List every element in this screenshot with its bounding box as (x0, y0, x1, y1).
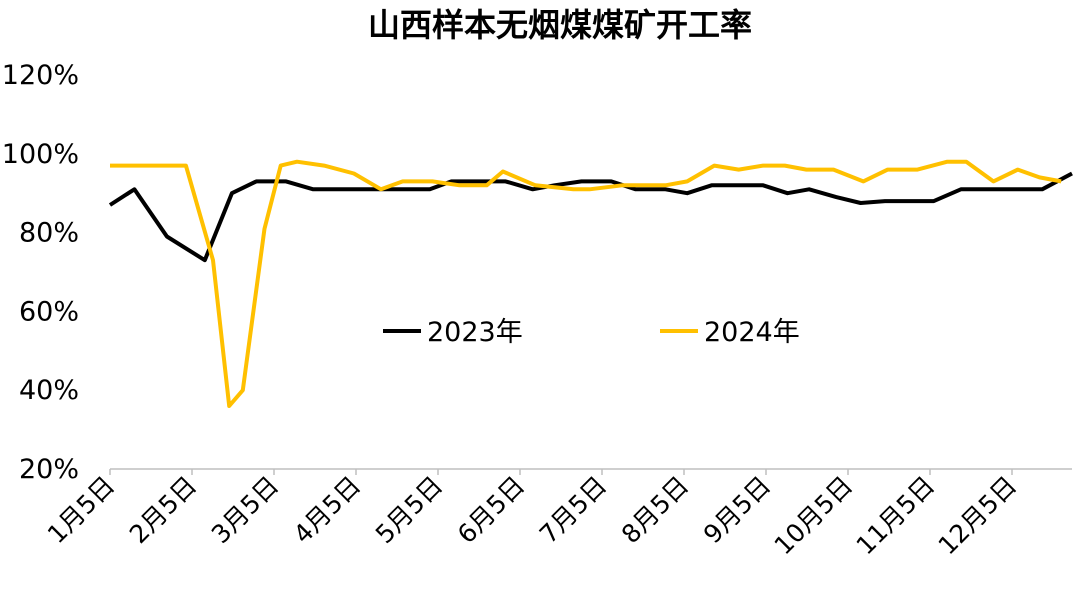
y-tick-label: 120% (2, 60, 79, 91)
y-tick-label: 20% (19, 454, 79, 485)
x-tick-label: 4月5日 (288, 471, 366, 549)
x-axis-ticks: 1月5日 2月5日 3月5日 4月5日 5月5日 6月5日 7月5日 8月5日 9月5日10月5… (42, 469, 1022, 560)
x-tick-label: 12月5日 (933, 471, 1023, 561)
x-tick-label: 6月5日 (452, 471, 530, 549)
series-line-2 (110, 159, 1062, 408)
x-tick-label: 7月5日 (534, 471, 612, 549)
y-tick-label: 60% (19, 296, 79, 327)
x-tick-label: 9月5日 (698, 471, 776, 549)
chart-title: 山西样本无烟煤煤矿开工率 (368, 6, 752, 44)
x-tick-label: 3月5日 (206, 471, 284, 549)
y-tick-label: 80% (19, 218, 79, 249)
x-tick-label: 11月5日 (851, 471, 941, 561)
x-tick-label: 2月5日 (124, 471, 202, 549)
x-tick-label: 10月5日 (769, 471, 859, 561)
x-tick-label: 5月5日 (370, 471, 448, 549)
legend: 2023年 2024年 (383, 317, 800, 348)
y-tick-label: 40% (19, 375, 79, 406)
y-tick-label: 100% (2, 139, 79, 170)
y-axis-ticks: 20% 40% 60% 80% 100% 120% (2, 60, 79, 485)
legend-label: 2024年 (704, 317, 800, 348)
series-line-1 (108, 171, 1073, 263)
legend-label: 2023年 (427, 317, 523, 348)
series-lines (108, 159, 1073, 408)
x-tick-label: 8月5日 (616, 471, 694, 549)
